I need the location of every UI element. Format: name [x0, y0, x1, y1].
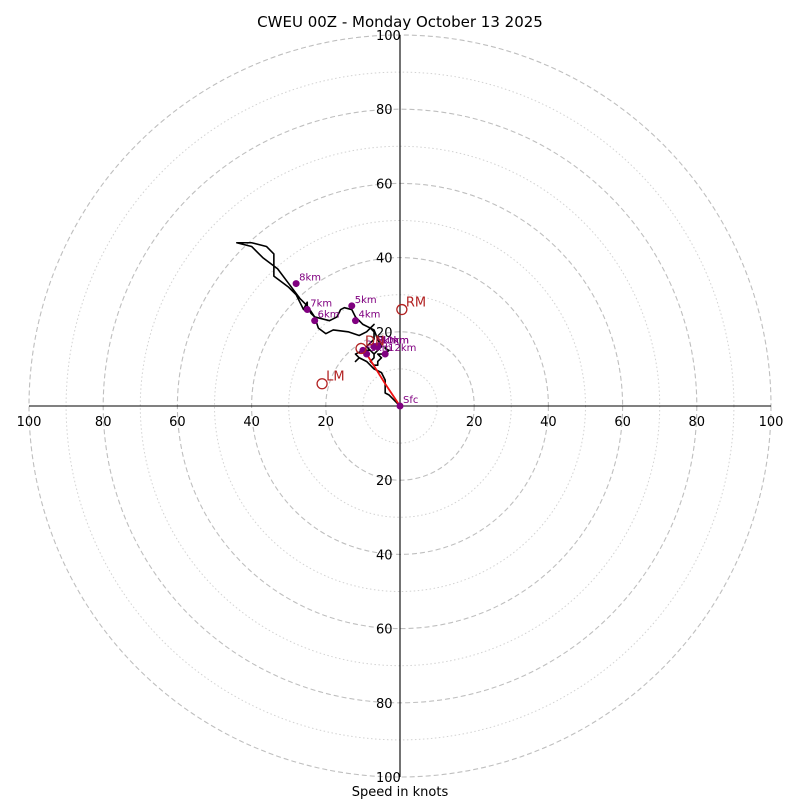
height-marker-7km — [303, 306, 311, 314]
storm-motion-marker-lm — [316, 378, 328, 390]
series-layer — [235, 241, 401, 407]
chart-title: CWEU 00Z - Monday October 13 2025 — [257, 13, 543, 31]
marker-layer: Sfc1km2km3km4km5km6km7km8km9km10km11km12… — [292, 273, 426, 410]
height-marker-8km — [292, 280, 300, 288]
height-marker-6km — [311, 317, 319, 325]
height-label-12km: 12km — [388, 343, 416, 354]
storm-motion-label-dn: DN — [365, 334, 385, 349]
height-marker-4km — [351, 317, 359, 325]
x-axis-label: Speed in knots — [352, 785, 449, 800]
height-label-3km: 3km — [377, 336, 399, 347]
height-marker-sfc — [396, 402, 404, 410]
y-tick-label: 100 — [376, 29, 401, 44]
y-tick-label: 40 — [376, 548, 393, 563]
height-marker-12km — [381, 350, 389, 358]
y-tick-label: 20 — [376, 326, 393, 341]
height-label-11km: 11km — [381, 336, 409, 347]
storm-motion-marker-rm — [396, 303, 408, 316]
x-tick-label: 60 — [169, 415, 186, 430]
height-marker-11km — [374, 343, 382, 351]
y-tick-label: 60 — [376, 177, 393, 192]
height-label-5km: 5km — [355, 295, 377, 306]
y-tick-label: 100 — [376, 771, 401, 786]
x-tick-label: 60 — [614, 415, 631, 430]
height-label-6km: 6km — [318, 310, 340, 321]
wind-profile-line — [235, 241, 401, 407]
y-tick-label: 60 — [376, 623, 393, 638]
x-tick-label: 100 — [759, 415, 784, 430]
height-label-8km: 8km — [299, 273, 321, 284]
x-tick-label: 80 — [95, 415, 112, 430]
height-marker-5km — [348, 302, 356, 310]
y-tick-label: 80 — [376, 697, 393, 712]
mean-wind-segment — [365, 353, 401, 407]
height-label-4km: 4km — [358, 310, 380, 321]
x-tick-label: 20 — [318, 415, 335, 430]
tick-labels: 100 80 60 40 20 20 40 60 80 100 100 80 60 40 20 20 40 60 8… — [17, 29, 784, 786]
y-tick-label: 20 — [376, 474, 393, 489]
height-label-sfc: Sfc — [403, 395, 418, 406]
x-tick-label: 40 — [540, 415, 557, 430]
x-tick-label: 20 — [466, 415, 483, 430]
x-tick-label: 40 — [243, 415, 260, 430]
height-label-10km: 10km — [381, 336, 409, 347]
x-tick-label: 80 — [689, 415, 706, 430]
storm-motion-label-rm: RM — [406, 296, 426, 311]
height-label-7km: 7km — [310, 299, 332, 310]
storm-motion-marker-dn — [355, 342, 367, 355]
y-tick-label: 40 — [376, 252, 393, 267]
storm-motion-label-lm: LM — [326, 370, 344, 385]
x-tick-label: 100 — [17, 415, 42, 430]
height-label-9km: 9km — [377, 336, 399, 347]
y-tick-label: 80 — [376, 103, 393, 118]
